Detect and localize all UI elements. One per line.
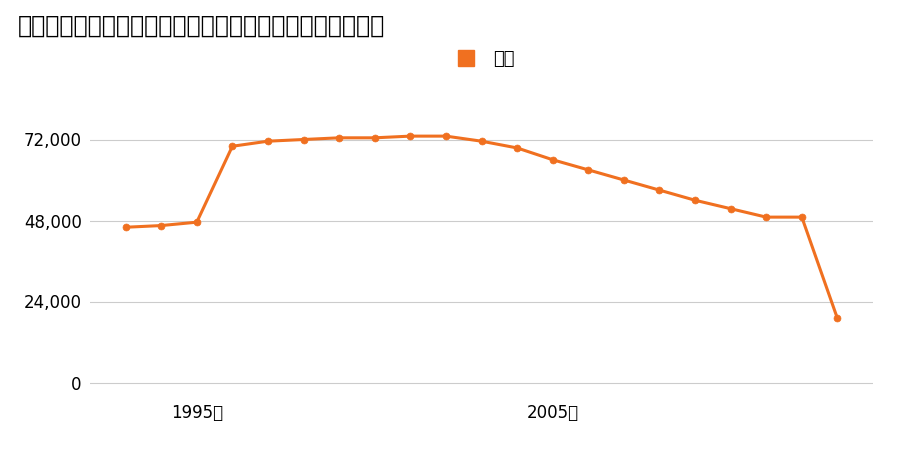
Text: 山形県山形市蔵王成沢字久保田１９５８番２６の地価推移: 山形県山形市蔵王成沢字久保田１９５８番２６の地価推移 [18, 14, 385, 37]
Legend: 価格: 価格 [441, 43, 522, 75]
